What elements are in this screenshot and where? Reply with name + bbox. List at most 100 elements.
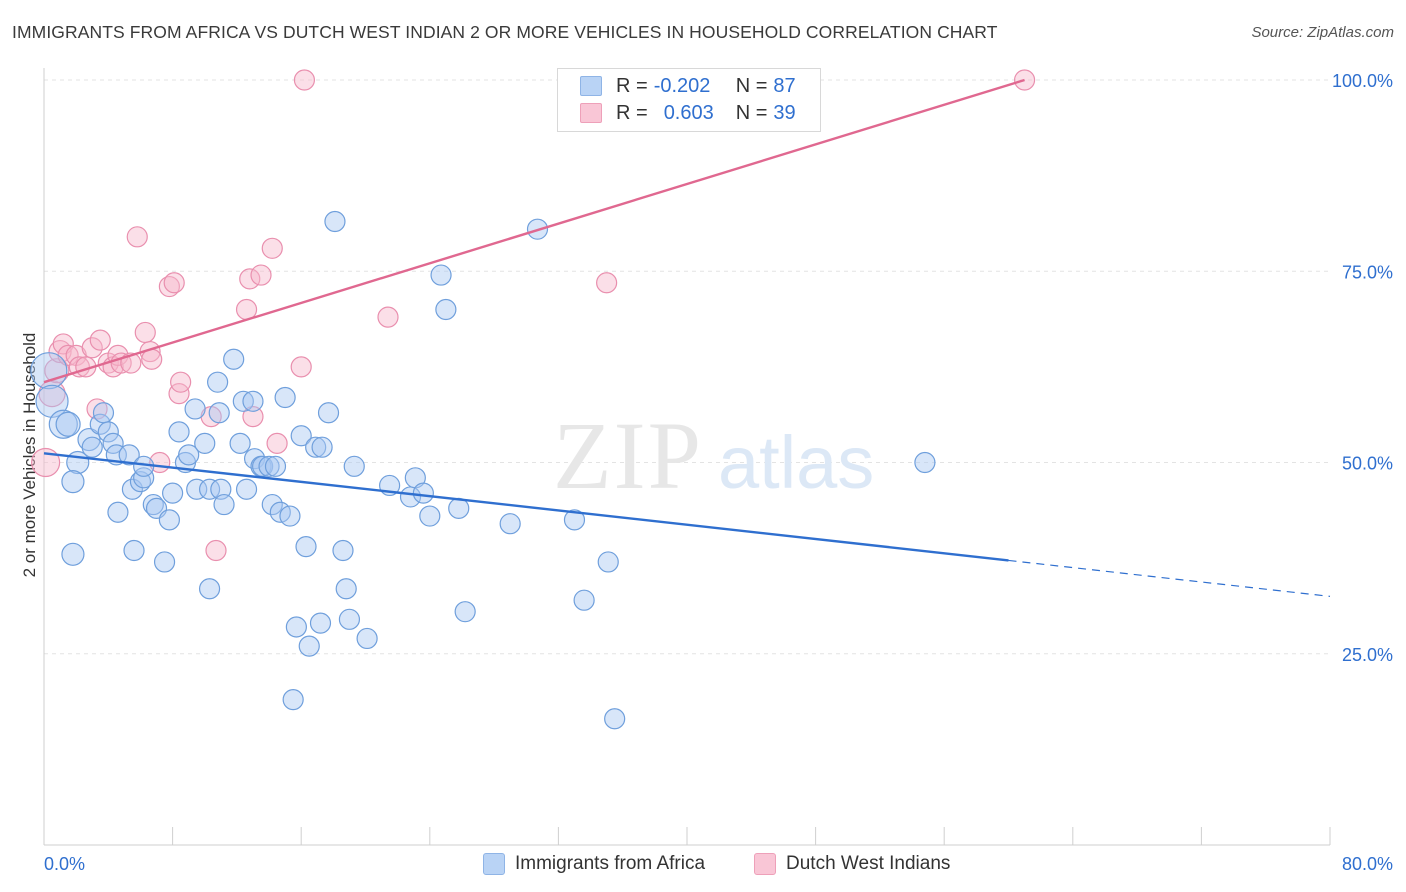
- point-africa: [419, 505, 441, 527]
- trend-line-africa: [43, 452, 1009, 562]
- point-africa: [279, 505, 301, 527]
- point-africa: [229, 432, 251, 454]
- trend-line-africa-extension: [1008, 559, 1331, 597]
- y-tick-label: 50.0%: [1342, 454, 1393, 474]
- axes: [43, 68, 1331, 846]
- point-africa: [317, 402, 340, 424]
- point-dutch: [170, 371, 192, 393]
- point-africa: [30, 352, 68, 390]
- correlation-legend: R = -0.202 N = 87 R = 0.603 N = 39: [557, 68, 821, 132]
- legend-row-dutch: R = 0.603 N = 39: [580, 101, 796, 125]
- point-africa: [133, 467, 155, 489]
- point-africa: [430, 264, 452, 286]
- point-africa: [252, 455, 274, 477]
- point-dutch: [293, 69, 316, 91]
- point-africa: [61, 470, 85, 494]
- watermark-zip: ZIP: [553, 402, 703, 509]
- point-africa: [324, 210, 346, 233]
- point-africa: [55, 411, 81, 437]
- point-africa: [335, 578, 357, 600]
- bottom-legend-swatch-africa: [483, 853, 505, 875]
- point-africa: [242, 390, 264, 412]
- point-africa: [332, 539, 354, 562]
- point-dutch: [134, 321, 156, 344]
- legend-r-label: R =: [616, 74, 648, 97]
- y-axis-title: 2 or more Vehicles in Household: [20, 333, 39, 578]
- trend-line-dutch: [43, 78, 1025, 384]
- point-africa: [48, 409, 78, 439]
- point-dutch: [261, 237, 283, 259]
- x-tick-label-max: 80.0%: [1342, 854, 1393, 874]
- point-africa: [274, 386, 296, 409]
- point-africa: [295, 536, 317, 558]
- point-africa: [597, 551, 619, 573]
- point-africa: [290, 425, 312, 447]
- point-africa: [77, 427, 101, 452]
- point-africa: [158, 509, 180, 531]
- x-tick-labels: 0.0% 80.0%: [44, 854, 1393, 874]
- point-africa: [311, 436, 333, 458]
- chart-source: Source: ZipAtlas.com: [1251, 24, 1394, 41]
- point-africa: [184, 398, 206, 420]
- point-africa: [604, 708, 626, 730]
- point-africa: [198, 478, 221, 500]
- point-africa: [412, 482, 434, 504]
- x-tick-label-min: 0.0%: [44, 854, 85, 874]
- point-africa: [168, 421, 190, 443]
- y-tick-label: 25.0%: [1342, 645, 1393, 665]
- point-dutch: [266, 432, 288, 454]
- y-tick-label: 100.0%: [1332, 71, 1393, 91]
- point-africa: [213, 493, 235, 516]
- point-africa: [264, 455, 287, 477]
- point-africa: [258, 455, 280, 477]
- point-africa: [121, 478, 144, 500]
- point-dutch: [81, 337, 103, 359]
- point-africa: [573, 589, 595, 611]
- point-africa: [118, 444, 140, 466]
- point-africa: [208, 402, 230, 424]
- legend-r-value-dutch: 0.603: [663, 101, 714, 124]
- point-dutch: [126, 226, 148, 248]
- point-africa: [435, 298, 457, 321]
- legend-n-label: N =: [735, 101, 768, 124]
- point-africa: [178, 444, 200, 466]
- point-africa: [61, 542, 85, 566]
- legend-r-value-africa: -0.202: [653, 74, 711, 97]
- legend-n-value-africa: 87: [773, 74, 796, 97]
- point-dutch: [377, 306, 399, 328]
- bottom-legend-label-africa: Immigrants from Africa: [515, 853, 706, 874]
- point-africa: [235, 478, 258, 500]
- point-dutch: [290, 356, 312, 378]
- bottom-legend-dutch: Dutch West Indians: [754, 852, 950, 876]
- point-africa: [305, 436, 327, 458]
- point-africa: [142, 493, 164, 516]
- point-africa: [198, 578, 221, 600]
- point-africa: [454, 601, 476, 623]
- point-dutch: [163, 272, 185, 294]
- point-africa: [207, 371, 229, 393]
- point-africa: [186, 478, 208, 500]
- point-dutch: [250, 264, 272, 286]
- point-africa: [298, 635, 320, 657]
- point-africa: [92, 402, 115, 424]
- watermark-atlas: atlas: [718, 421, 874, 504]
- y-tick-labels: 25.0% 50.0% 75.0% 100.0%: [1332, 71, 1393, 665]
- point-africa: [162, 482, 184, 504]
- point-africa: [123, 539, 145, 562]
- legend-r-label: R =: [616, 101, 648, 124]
- series-africa-points: [30, 210, 936, 730]
- point-africa: [448, 497, 470, 519]
- point-africa: [499, 513, 521, 535]
- point-dutch: [242, 406, 264, 428]
- point-africa: [261, 493, 283, 516]
- point-africa: [153, 551, 176, 573]
- point-africa: [343, 455, 365, 477]
- point-africa: [81, 436, 103, 458]
- point-africa: [563, 509, 586, 531]
- legend-swatch-dutch: [580, 103, 602, 123]
- legend-row-africa: R = -0.202 N = 87: [580, 74, 796, 98]
- point-africa: [97, 421, 119, 443]
- point-dutch: [596, 272, 618, 294]
- point-africa: [338, 608, 361, 630]
